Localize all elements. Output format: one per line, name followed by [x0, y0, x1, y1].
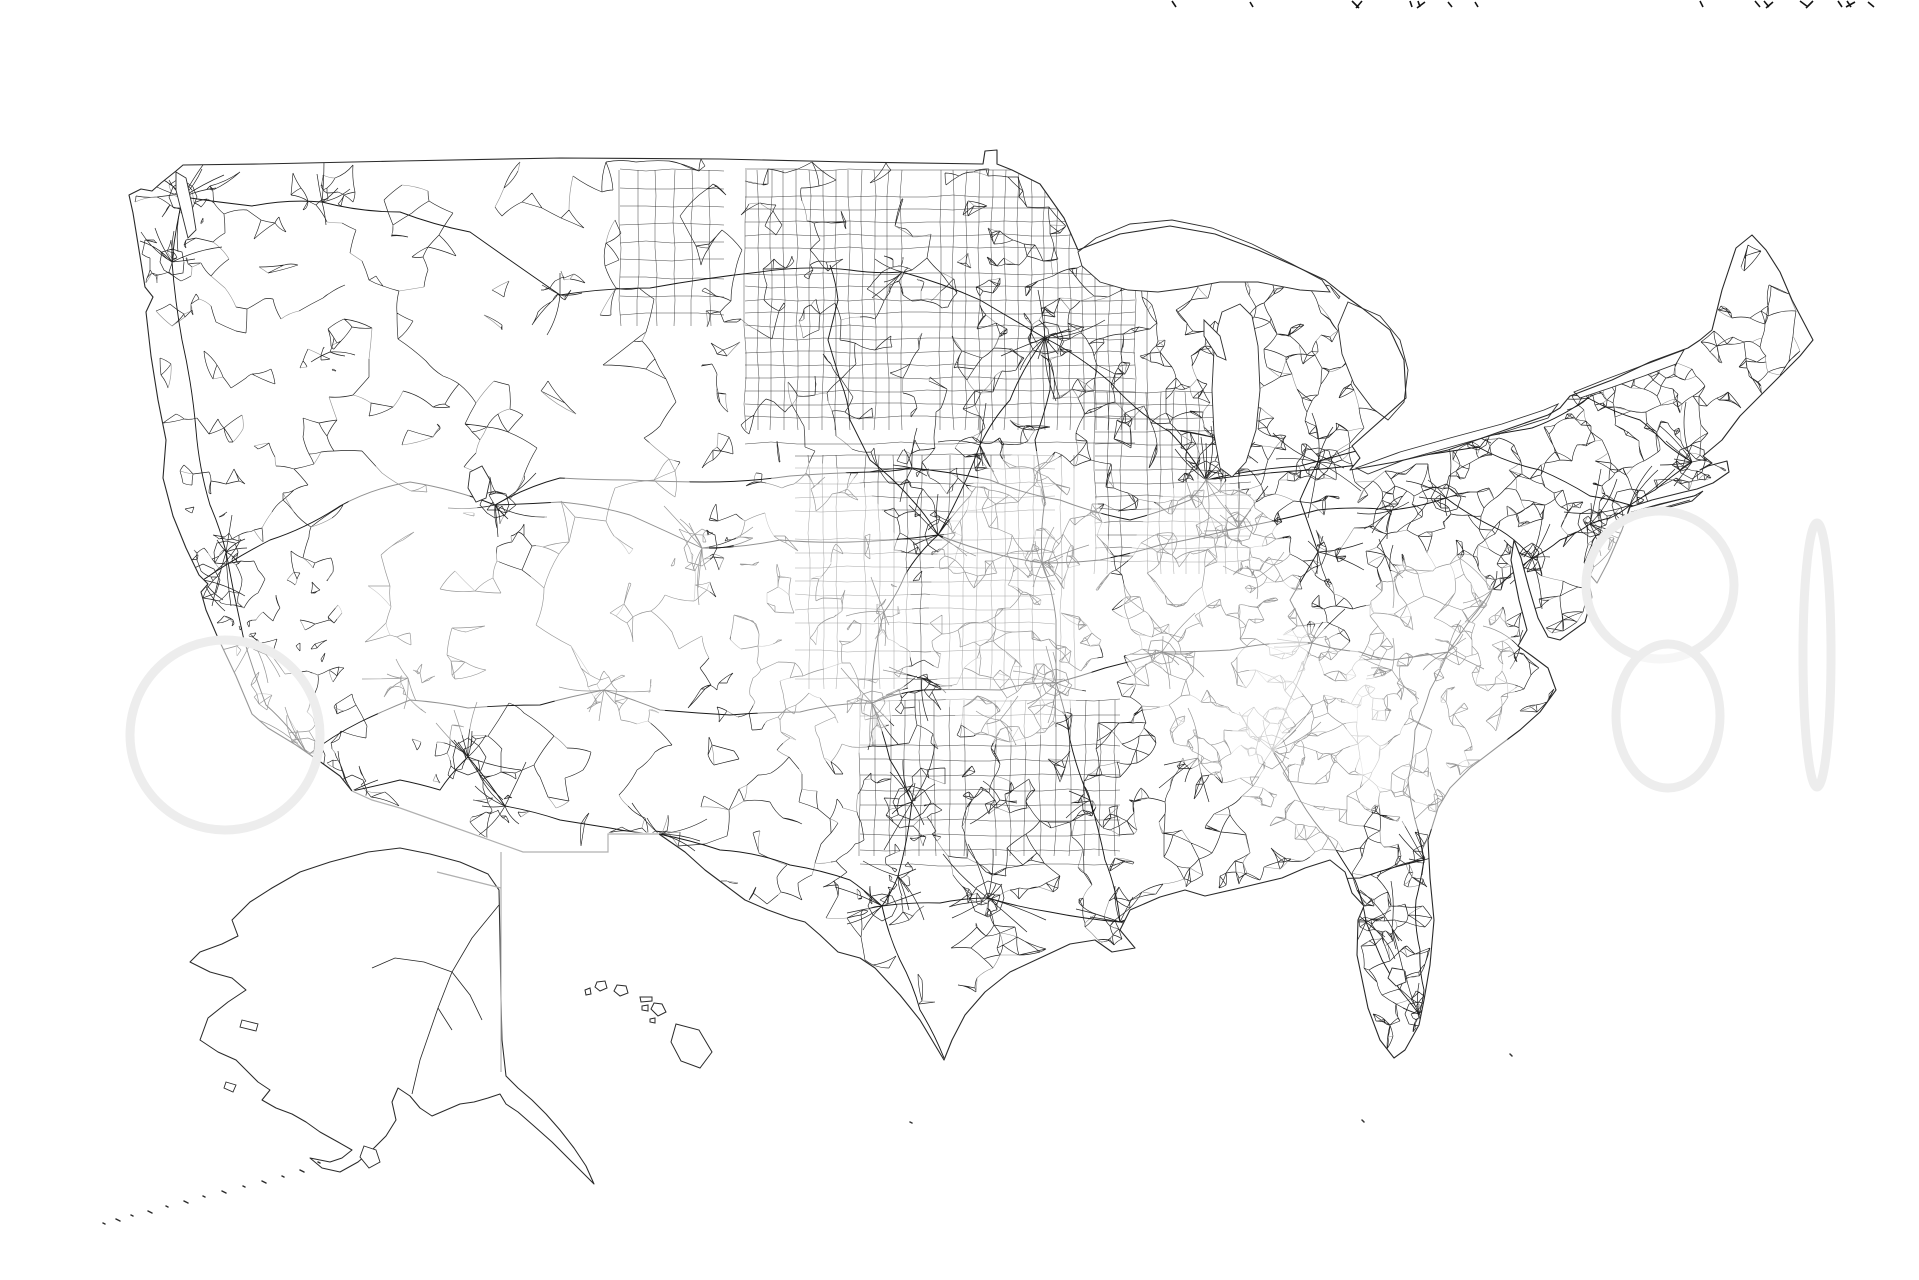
- great-lakes-and-water-layer: [175, 171, 1686, 987]
- hawaii-inset: [584, 980, 713, 1069]
- watermark-overlay: [125, 438, 1836, 857]
- top-edge-text-fragments: [909, 0, 1875, 1124]
- national-outline-layer: [128, 149, 1814, 1061]
- alaska-inset: [102, 847, 595, 1225]
